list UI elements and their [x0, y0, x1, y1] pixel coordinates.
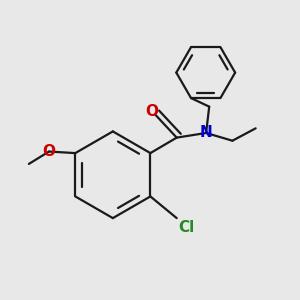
Text: Cl: Cl — [178, 220, 194, 235]
Text: N: N — [200, 125, 212, 140]
Text: O: O — [43, 144, 56, 159]
Text: O: O — [145, 104, 158, 119]
